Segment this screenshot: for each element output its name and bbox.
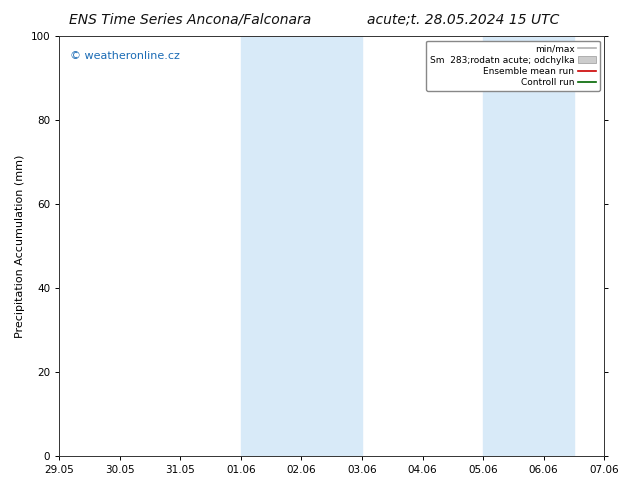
Bar — [241, 36, 362, 456]
Legend: min/max, Sm  283;rodatn acute; odchylka, Ensemble mean run, Controll run: min/max, Sm 283;rodatn acute; odchylka, … — [426, 41, 600, 91]
Text: ENS Time Series Ancona/Falconara: ENS Time Series Ancona/Falconara — [69, 12, 311, 26]
Text: © weatheronline.cz: © weatheronline.cz — [70, 51, 180, 61]
Y-axis label: Precipitation Accumulation (mm): Precipitation Accumulation (mm) — [15, 154, 25, 338]
Bar — [483, 36, 574, 456]
Text: acute;t. 28.05.2024 15 UTC: acute;t. 28.05.2024 15 UTC — [366, 12, 559, 26]
